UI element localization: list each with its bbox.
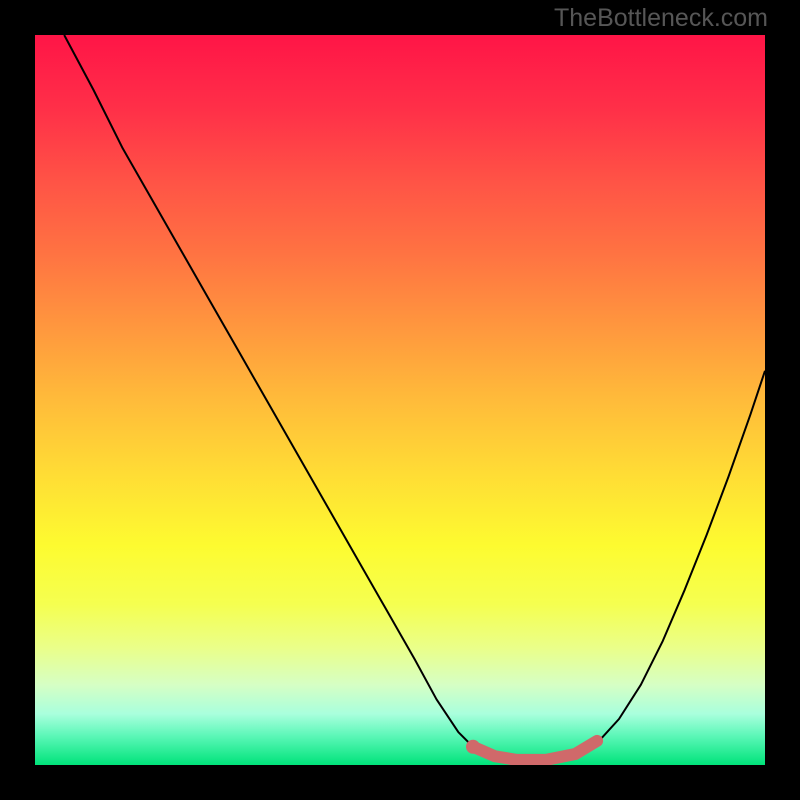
chart-svg — [35, 35, 765, 765]
chart-root: TheBottleneck.com — [0, 0, 800, 800]
watermark-text: TheBottleneck.com — [554, 4, 768, 33]
optimal-range-start-dot — [466, 740, 480, 754]
plot-area — [35, 35, 765, 765]
